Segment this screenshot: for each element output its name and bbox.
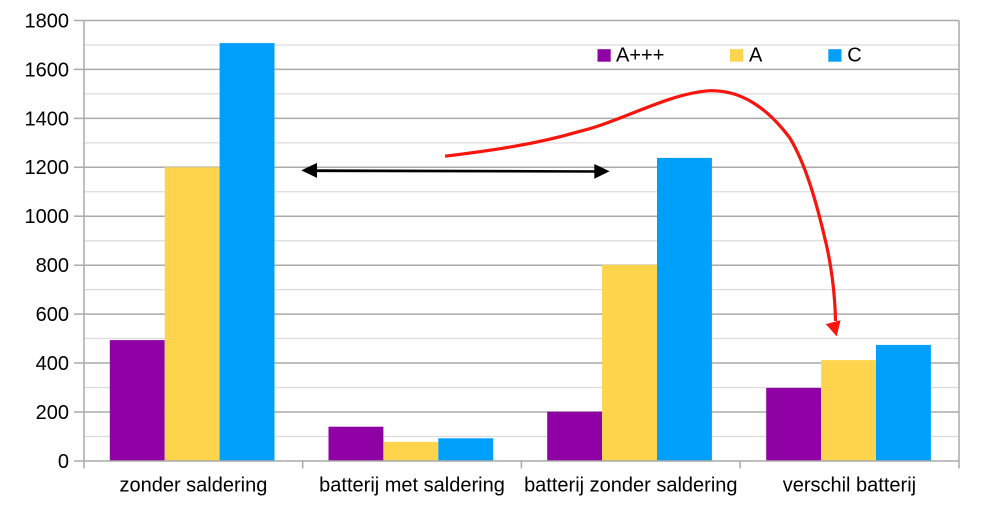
svg-text:1200: 1200 [25, 157, 70, 179]
svg-text:200: 200 [36, 402, 69, 424]
svg-text:verschil batterij: verschil batterij [783, 475, 916, 497]
svg-text:600: 600 [36, 304, 69, 326]
svg-text:800: 800 [36, 255, 69, 277]
svg-text:A+++: A+++ [616, 45, 664, 67]
svg-text:1800: 1800 [25, 10, 70, 32]
svg-text:A: A [749, 45, 763, 67]
svg-text:batterij zonder saldering: batterij zonder saldering [524, 475, 737, 497]
svg-text:400: 400 [36, 353, 69, 375]
svg-text:zonder saldering: zonder saldering [119, 475, 267, 497]
svg-text:C: C [847, 45, 861, 67]
svg-text:batterij met saldering: batterij met saldering [319, 475, 505, 497]
svg-text:0: 0 [58, 451, 69, 473]
svg-text:1400: 1400 [25, 108, 70, 130]
svg-text:1600: 1600 [25, 59, 70, 81]
svg-text:1000: 1000 [25, 206, 70, 228]
